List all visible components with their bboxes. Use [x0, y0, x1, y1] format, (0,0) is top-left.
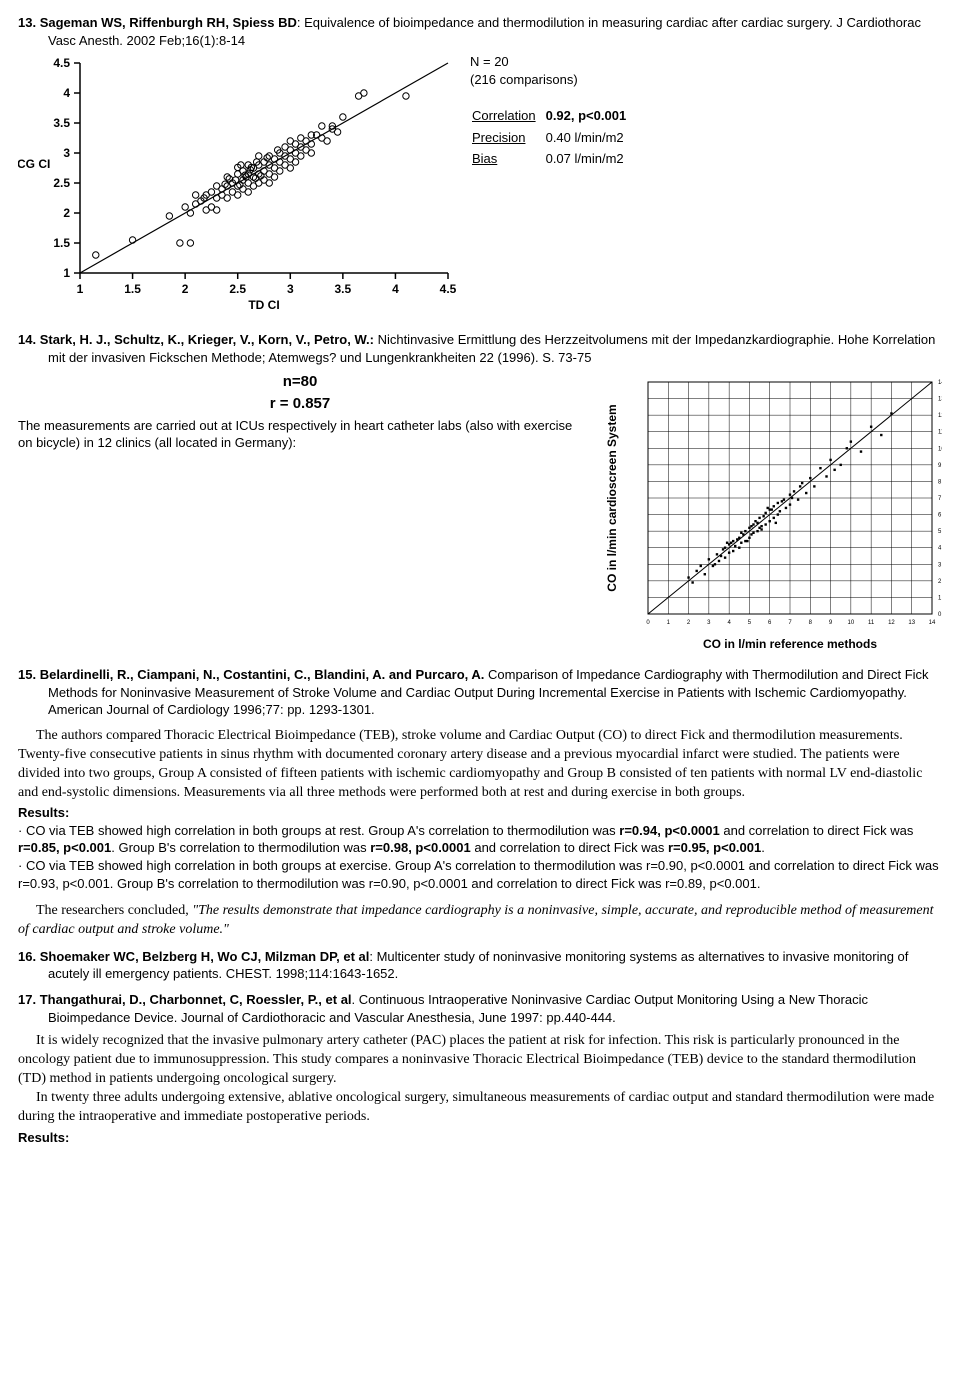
svg-text:1: 1	[63, 266, 70, 280]
svg-text:14: 14	[929, 620, 936, 626]
svg-text:2.5: 2.5	[229, 282, 246, 296]
svg-text:9: 9	[938, 463, 942, 469]
stat-value: 0.40 l/min/m2	[546, 128, 635, 148]
reference-17: 17. Thangathurai, D., Charbonnet, C, Roe…	[18, 991, 942, 1146]
svg-text:11: 11	[868, 620, 875, 626]
ref14-citation: 14. Stark, H. J., Schultz, K., Krieger, …	[18, 331, 942, 366]
ref16-citation: 16. Shoemaker WC, Belzberg H, Wo CJ, Mil…	[18, 948, 942, 983]
ref15-bullet-1: · CO via TEB showed high correlation in …	[18, 822, 942, 857]
svg-text:0: 0	[938, 612, 942, 618]
ref-authors: Belardinelli, R., Ciampani, N., Costanti…	[40, 667, 485, 682]
svg-text:4: 4	[938, 546, 942, 552]
svg-text:2: 2	[938, 579, 942, 585]
ref17-citation: 17. Thangathurai, D., Charbonnet, C, Roe…	[18, 991, 942, 1026]
svg-text:10: 10	[848, 620, 855, 626]
svg-text:8: 8	[809, 620, 813, 626]
ref15-citation: 15. Belardinelli, R., Ciampani, N., Cost…	[18, 666, 942, 719]
ref14-description: The measurements are carried out at ICUs…	[18, 417, 582, 452]
svg-text:14: 14	[938, 380, 942, 386]
svg-text:2: 2	[63, 206, 70, 220]
ref-number: 17.	[18, 992, 36, 1007]
svg-text:3.5: 3.5	[335, 282, 352, 296]
reference-15: 15. Belardinelli, R., Ciampani, N., Cost…	[18, 666, 942, 940]
ref-number: 15.	[18, 667, 36, 682]
ref-authors: Thangathurai, D., Charbonnet, C, Roessle…	[40, 992, 352, 1007]
results-heading: Results:	[18, 1129, 942, 1147]
ref14-scatter-chart: 0123456789101112131401234567891011121314…	[602, 372, 942, 652]
ref17-paragraph-2: In twenty three adults undergoing extens…	[18, 1089, 942, 1127]
ref15-bullet-2: · CO via TEB showed high correlation in …	[18, 857, 942, 892]
ref17-paragraph-1: It is widely recognized that the invasiv…	[18, 1032, 942, 1089]
svg-text:4.5: 4.5	[440, 282, 457, 296]
stat-label: Precision	[472, 128, 544, 148]
svg-text:9: 9	[829, 620, 833, 626]
svg-text:5: 5	[748, 620, 752, 626]
n-line: N = 20	[470, 53, 636, 71]
ref-number: 13.	[18, 15, 36, 30]
stat-label: Correlation	[472, 106, 544, 126]
svg-text:1: 1	[77, 282, 84, 296]
reference-16: 16. Shoemaker WC, Belzberg H, Wo CJ, Mil…	[18, 948, 942, 983]
reference-14: 14. Stark, H. J., Schultz, K., Krieger, …	[18, 331, 942, 652]
svg-text:4: 4	[63, 86, 70, 100]
reference-13: 13. Sageman WS, Riffenburgh RH, Spiess B…	[18, 14, 942, 313]
svg-text:1: 1	[667, 620, 671, 626]
svg-text:ICG CI: ICG CI	[18, 157, 50, 171]
svg-text:4: 4	[392, 282, 399, 296]
r-line: r = 0.857	[18, 394, 582, 414]
ref15-paragraph-1: The authors compared Thoracic Electrical…	[18, 727, 942, 803]
svg-text:3: 3	[938, 562, 942, 568]
ref13-citation: 13. Sageman WS, Riffenburgh RH, Spiess B…	[18, 14, 942, 49]
svg-text:0: 0	[646, 620, 650, 626]
ref-authors: Stark, H. J., Schultz, K., Krieger, V., …	[40, 332, 374, 347]
svg-text:CO in l/min reference methods: CO in l/min reference methods	[703, 637, 877, 651]
stat-value: 0.07 l/min/m2	[546, 149, 635, 169]
svg-text:5: 5	[938, 529, 942, 535]
svg-text:7: 7	[938, 496, 942, 502]
svg-text:4: 4	[727, 620, 731, 626]
ref-authors: Shoemaker WC, Belzberg H, Wo CJ, Milzman…	[40, 949, 370, 964]
svg-text:3: 3	[63, 146, 70, 160]
svg-text:8: 8	[938, 480, 942, 486]
ref-number: 16.	[18, 949, 36, 964]
svg-text:1.5: 1.5	[124, 282, 141, 296]
svg-text:12: 12	[938, 413, 942, 419]
results-heading: Results:	[18, 804, 942, 822]
ref13-scatter-chart: 1 1.5 2 2.5 3 3.5 4 4.5 1 1.5 2 2.5 3 3.5 4 4.5 TD CI ICG…	[18, 53, 458, 313]
svg-text:1: 1	[938, 596, 942, 602]
svg-text:TD CI: TD CI	[248, 298, 279, 312]
svg-text:13: 13	[908, 620, 915, 626]
svg-text:11: 11	[938, 430, 942, 436]
svg-text:3: 3	[707, 620, 711, 626]
svg-text:1.5: 1.5	[53, 236, 70, 250]
svg-text:CO in l/min cardioscreen Syste: CO in l/min cardioscreen System	[605, 404, 619, 591]
ref15-conclusion: The researchers concluded, "The results …	[18, 902, 942, 940]
ref13-stats: N = 20 (216 comparisons) Correlation0.92…	[470, 53, 636, 171]
ref-number: 14.	[18, 332, 36, 347]
svg-text:3.5: 3.5	[53, 116, 70, 130]
svg-text:3: 3	[287, 282, 294, 296]
svg-text:7: 7	[788, 620, 792, 626]
comparisons-line: (216 comparisons)	[470, 71, 636, 89]
stats-table: Correlation0.92, p<0.001Precision0.40 l/…	[470, 104, 636, 171]
svg-text:4.5: 4.5	[53, 56, 70, 70]
svg-text:2: 2	[182, 282, 189, 296]
stat-value: 0.92, p<0.001	[546, 106, 635, 126]
n-line: n=80	[18, 372, 582, 392]
svg-text:2: 2	[687, 620, 691, 626]
svg-text:13: 13	[938, 397, 942, 403]
svg-text:6: 6	[938, 513, 942, 519]
svg-text:12: 12	[888, 620, 895, 626]
stat-label: Bias	[472, 149, 544, 169]
svg-text:2.5: 2.5	[53, 176, 70, 190]
svg-text:6: 6	[768, 620, 772, 626]
ref-authors: Sageman WS, Riffenburgh RH, Spiess BD	[40, 15, 297, 30]
svg-text:10: 10	[938, 446, 942, 452]
